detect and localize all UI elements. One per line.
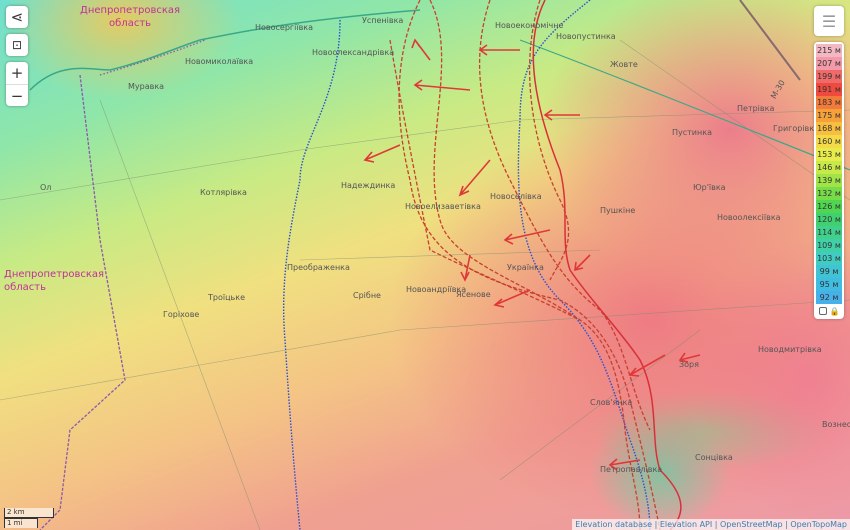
place-label: Слов'янка bbox=[590, 398, 633, 407]
place-label: Горіхове bbox=[163, 310, 200, 319]
place-label: Новосергіївка bbox=[255, 23, 314, 32]
legend-item: 132 м bbox=[816, 187, 842, 200]
zoom-out-button[interactable]: − bbox=[6, 84, 28, 106]
place-label: Успенівка bbox=[362, 16, 404, 25]
scale-bar: 2 km 1 mi bbox=[4, 508, 54, 528]
region-label-west: Днепропетровская область bbox=[4, 269, 105, 293]
place-label: Троїцьке bbox=[208, 293, 245, 302]
highway-m30 bbox=[739, 0, 801, 81]
front-line bbox=[532, 0, 682, 530]
legend-item: 168 м bbox=[816, 122, 842, 135]
blue-line bbox=[283, 19, 341, 530]
place-label: Юр'ївка bbox=[693, 183, 726, 192]
layers-button[interactable]: ☰ bbox=[814, 6, 844, 36]
legend-item: 126 м bbox=[816, 200, 842, 213]
region-label-north: Днепропетровская область bbox=[80, 5, 181, 29]
place-label: Надеждинка bbox=[341, 181, 396, 190]
zoom-control: + − bbox=[6, 62, 28, 106]
oblast-border bbox=[99, 39, 206, 76]
locate-button[interactable]: ⊡ bbox=[6, 34, 28, 56]
blue-line bbox=[517, 0, 651, 530]
place-label: Пушкіне bbox=[600, 206, 636, 215]
place-label: Новопустинка bbox=[556, 32, 616, 41]
legend-item: 160 м bbox=[816, 135, 842, 148]
place-label: Григорівка bbox=[773, 124, 820, 133]
place-label: Вознесенка bbox=[822, 420, 850, 429]
share-icon: ⋖ bbox=[10, 8, 24, 26]
place-label: Новоелизаветівка bbox=[405, 202, 481, 211]
locate-icon: ⊡ bbox=[11, 38, 23, 52]
place-label: Петрівка bbox=[737, 104, 775, 113]
place-label: Новоолександрівка bbox=[312, 48, 395, 57]
zoom-in-button[interactable]: + bbox=[10, 64, 24, 82]
legend-item: 199 м bbox=[816, 70, 842, 83]
place-label: Новодмитрівка bbox=[758, 345, 822, 354]
place-label: Новоолексіївка bbox=[717, 213, 781, 222]
place-label: Жовте bbox=[610, 60, 638, 69]
place-label: Срібне bbox=[353, 291, 381, 300]
legend-item: 95 м bbox=[816, 278, 842, 291]
attack-arrows bbox=[363, 38, 701, 471]
legend-item: 139 м bbox=[816, 174, 842, 187]
checkbox-icon[interactable] bbox=[818, 307, 827, 315]
place-label: Петропавлівка bbox=[600, 465, 663, 474]
legend-item: 99 м bbox=[816, 265, 842, 278]
place-label: Новоекономічне bbox=[495, 21, 564, 30]
place-label: Новоандріївка bbox=[406, 285, 467, 294]
legend-item: 215 м bbox=[816, 44, 842, 57]
place-label: Ясенове bbox=[456, 290, 491, 299]
front-dashed-lines bbox=[389, 0, 661, 530]
legend-item: 191 м bbox=[816, 83, 842, 96]
legend-item: 92 м bbox=[816, 291, 842, 304]
elevation-legend: 215 м 207 м 199 м 191 м 183 м 175 м 168 м 160 м… bbox=[814, 42, 844, 319]
legend-item: 114 м bbox=[816, 226, 842, 239]
attribution-link[interactable]: Elevation database bbox=[575, 520, 653, 529]
place-label: Сонцівка bbox=[695, 453, 733, 462]
scale-km: 2 km bbox=[4, 508, 54, 518]
legend-item: 153 м bbox=[816, 148, 842, 161]
legend-item: 183 м bbox=[816, 96, 842, 109]
place-label: Ол bbox=[40, 183, 52, 192]
legend-item: 109 м bbox=[816, 239, 842, 252]
legend-item: 146 м bbox=[816, 161, 842, 174]
legend-item: 175 м bbox=[816, 109, 842, 122]
place-label: Пустинка bbox=[672, 128, 712, 137]
layers-icon: ☰ bbox=[821, 11, 837, 31]
legend-item: 103 м bbox=[816, 252, 842, 265]
lock-icon[interactable]: 🔒 bbox=[829, 306, 840, 316]
scale-mi: 1 mi bbox=[4, 518, 38, 528]
oblast-border bbox=[39, 74, 126, 530]
place-label: Преображенка bbox=[287, 263, 350, 272]
legend-item: 207 м bbox=[816, 57, 842, 70]
place-label: Котлярівка bbox=[200, 188, 247, 197]
place-label: Новомиколаївка bbox=[185, 57, 254, 66]
attribution-link[interactable]: OpenTopoMap bbox=[790, 520, 847, 529]
place-label: Українка bbox=[507, 263, 544, 272]
place-label: Муравка bbox=[128, 82, 165, 91]
river bbox=[29, 9, 421, 91]
attribution-link[interactable]: OpenStreetMap bbox=[720, 520, 783, 529]
share-button[interactable]: ⋖ bbox=[6, 6, 28, 28]
place-label: Новоселівка bbox=[490, 192, 542, 201]
attribution-link[interactable]: Elevation API bbox=[659, 520, 713, 529]
legend-item: 120 м bbox=[816, 213, 842, 226]
attribution: Elevation database | Elevation API | Ope… bbox=[572, 519, 850, 530]
place-label: Зоря bbox=[679, 360, 699, 369]
river bbox=[519, 39, 850, 171]
